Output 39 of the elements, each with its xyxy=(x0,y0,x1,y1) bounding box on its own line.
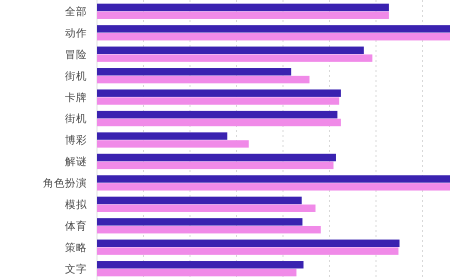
bar xyxy=(97,204,316,212)
bar xyxy=(97,175,450,183)
bar xyxy=(97,183,450,191)
bar xyxy=(97,196,302,204)
y-tick-label: 解谜 xyxy=(65,156,87,168)
bar xyxy=(97,140,249,148)
y-tick-label: 卡牌 xyxy=(65,90,87,104)
bar xyxy=(97,68,292,76)
y-tick-label: 体育 xyxy=(65,219,87,232)
bar xyxy=(97,226,321,234)
y-tick-label: 冒险 xyxy=(65,48,87,61)
bar xyxy=(97,154,336,162)
y-tick-label: 全部 xyxy=(65,5,87,18)
y-tick-label: 博彩 xyxy=(65,134,87,147)
bar xyxy=(97,110,338,118)
y-tick-label: 策略 xyxy=(65,242,87,254)
bar xyxy=(97,76,310,84)
bar xyxy=(97,12,389,19)
bar xyxy=(97,25,450,33)
bar xyxy=(97,218,302,226)
bar xyxy=(97,89,341,97)
y-tick-label: 街机 xyxy=(65,70,87,82)
bar xyxy=(97,132,228,140)
y-tick-label: 文字 xyxy=(65,262,87,276)
y-tick-label: 街机 xyxy=(65,113,87,126)
bar xyxy=(97,162,334,170)
y-tick-label: 模拟 xyxy=(65,198,88,212)
bar xyxy=(97,97,340,105)
bar xyxy=(97,54,372,62)
y-tick-label: 角色扮演 xyxy=(43,176,87,190)
bar xyxy=(97,268,296,276)
bar xyxy=(97,32,450,40)
y-tick-label: 动作 xyxy=(65,27,87,40)
bar xyxy=(97,261,304,268)
bar xyxy=(97,247,398,255)
bar xyxy=(97,46,364,54)
bar xyxy=(97,4,389,12)
bar xyxy=(97,118,341,126)
bar xyxy=(97,240,400,248)
